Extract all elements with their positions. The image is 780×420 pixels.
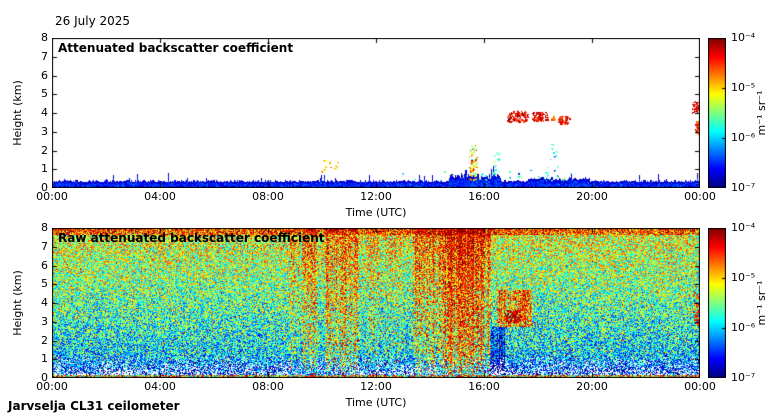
colorbar-unit-label: m⁻¹ sr⁻¹ — [755, 228, 769, 378]
x-tick-label: 16:00 — [464, 381, 504, 393]
colorbar-gradient — [708, 228, 726, 378]
panel-title: Raw attenuated backscatter coefficient — [58, 232, 325, 245]
panel-attenuated-backscatter: Attenuated backscatter coefficient Heigh… — [0, 38, 780, 228]
raw-backscatter-heatmap — [52, 228, 700, 378]
y-tick-label: 4 — [24, 107, 48, 119]
x-tick-label: 16:00 — [464, 191, 504, 203]
y-tick-label: 1 — [24, 353, 48, 365]
colorbar-tick-label: 10⁻⁴ — [731, 222, 755, 234]
colorbar-tick-label: 10⁻⁵ — [731, 272, 755, 284]
x-tick-label: 04:00 — [140, 381, 180, 393]
colorbar-tick-label: 10⁻⁶ — [731, 322, 755, 334]
colorbar-tick-label: 10⁻⁷ — [731, 182, 755, 194]
panel-raw-backscatter: Raw attenuated backscatter coefficient H… — [0, 228, 780, 418]
colorbar-tick-label: 10⁻⁵ — [731, 82, 755, 94]
y-tick-label: 3 — [24, 126, 48, 138]
x-axis-label: Time (UTC) — [52, 207, 700, 219]
y-tick-label: 2 — [24, 145, 48, 157]
x-tick-label: 00:00 — [680, 381, 720, 393]
y-tick-label: 8 — [24, 32, 48, 44]
x-tick-label: 20:00 — [572, 381, 612, 393]
x-tick-label: 04:00 — [140, 191, 180, 203]
y-tick-label: 7 — [24, 51, 48, 63]
x-tick-label: 00:00 — [680, 191, 720, 203]
y-tick-label: 6 — [24, 260, 48, 272]
y-axis-label: Height (km) — [11, 228, 25, 378]
x-tick-label: 12:00 — [356, 191, 396, 203]
y-tick-label: 1 — [24, 163, 48, 175]
panel-title: Attenuated backscatter coefficient — [58, 42, 293, 55]
colorbar-tick-label: 10⁻⁴ — [731, 32, 755, 44]
x-tick-label: 08:00 — [248, 381, 288, 393]
y-tick-label: 6 — [24, 70, 48, 82]
x-tick-label: 08:00 — [248, 191, 288, 203]
y-tick-label: 8 — [24, 222, 48, 234]
ceilometer-quicklook-figure: 26 July 2025 Attenuated backscatter coef… — [0, 0, 780, 420]
y-tick-label: 7 — [24, 241, 48, 253]
y-axis-label: Height (km) — [11, 38, 25, 188]
x-tick-label: 20:00 — [572, 191, 612, 203]
y-tick-label: 5 — [24, 278, 48, 290]
y-tick-label: 2 — [24, 335, 48, 347]
x-tick-label: 00:00 — [32, 191, 72, 203]
colorbar-gradient — [708, 38, 726, 188]
date-label: 26 July 2025 — [55, 15, 130, 28]
y-tick-label: 5 — [24, 88, 48, 100]
colorbar-tick-label: 10⁻⁷ — [731, 372, 755, 384]
colorbar-tick-label: 10⁻⁶ — [731, 132, 755, 144]
y-tick-label: 3 — [24, 316, 48, 328]
x-tick-label: 12:00 — [356, 381, 396, 393]
colorbar-unit-label: m⁻¹ sr⁻¹ — [755, 38, 769, 188]
x-tick-label: 00:00 — [32, 381, 72, 393]
y-tick-label: 4 — [24, 297, 48, 309]
instrument-label: Jarvselja CL31 ceilometer — [8, 399, 180, 413]
attenuated-backscatter-heatmap — [52, 38, 700, 188]
